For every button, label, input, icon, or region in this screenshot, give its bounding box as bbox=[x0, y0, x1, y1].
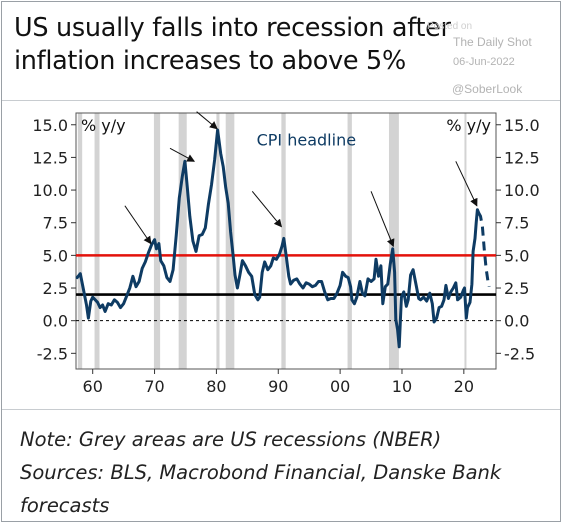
x-tick-label: 70 bbox=[144, 377, 164, 396]
watermark-ghost: Posted on bbox=[427, 21, 473, 32]
y-tick-label-left: -2.5 bbox=[37, 344, 68, 363]
title-line-1: US usually falls into recession after bbox=[14, 13, 451, 43]
chart-footer: Note: Grey areas are US recessions (NBER… bbox=[20, 423, 550, 522]
y-tick-label-left: 12.5 bbox=[32, 148, 68, 167]
cpi-line bbox=[75, 128, 480, 349]
y-unit-left: % y/y bbox=[81, 116, 126, 135]
chart-title: US usually falls into recession after in… bbox=[14, 12, 534, 78]
x-tick-label: 90 bbox=[268, 377, 288, 396]
y-tick-label-right: 0.0 bbox=[504, 312, 529, 331]
y-tick-label-right: 7.5 bbox=[504, 214, 529, 233]
y-tick-label-right: 2.5 bbox=[504, 279, 529, 298]
footer-divider bbox=[2, 409, 560, 410]
y-tick-label-right: 12.5 bbox=[504, 148, 540, 167]
footer-note: Note: Grey areas are US recessions (NBER… bbox=[20, 428, 442, 451]
watermark-date: 06-Jun-2022 bbox=[453, 56, 515, 68]
title-divider bbox=[2, 100, 560, 101]
footer-sources-1: Sources: BLS, Macrobond Financial, Dansk… bbox=[20, 461, 502, 484]
recession-band bbox=[464, 113, 467, 369]
y-tick-label-left: 15.0 bbox=[32, 116, 68, 135]
recession-band bbox=[216, 113, 220, 369]
recession-band bbox=[225, 113, 235, 369]
y-tick-label-right: 5.0 bbox=[504, 246, 529, 265]
x-tick-label: 20 bbox=[454, 377, 474, 396]
annotation-arrow bbox=[124, 205, 152, 245]
recession-band bbox=[77, 113, 83, 369]
recession-band bbox=[153, 113, 161, 369]
x-tick-label: 60 bbox=[83, 377, 103, 396]
y-tick-label-left: 10.0 bbox=[32, 181, 68, 200]
y-unit-right: % y/y bbox=[446, 116, 491, 135]
y-tick-label-right: 15.0 bbox=[504, 116, 540, 135]
recession-band bbox=[347, 113, 352, 369]
recession-band bbox=[178, 113, 187, 369]
y-tick-label-left: 5.0 bbox=[43, 246, 68, 265]
annotation-arrow bbox=[196, 111, 218, 130]
series-label: CPI headline bbox=[257, 131, 356, 150]
x-tick-label: 00 bbox=[330, 377, 350, 396]
y-tick-label-right: -2.5 bbox=[504, 344, 535, 363]
footer-sources-2: forecasts bbox=[20, 494, 110, 517]
y-tick-label-left: 0.0 bbox=[43, 312, 68, 331]
x-tick-label: 80 bbox=[206, 377, 226, 396]
title-line-2: inflation increases to above 5% bbox=[14, 46, 406, 76]
watermark-source: The Daily Shot bbox=[453, 35, 532, 49]
y-tick-label-right: 10.0 bbox=[504, 181, 540, 200]
forecast-line bbox=[477, 211, 491, 288]
y-tick-label-left: 7.5 bbox=[43, 214, 68, 233]
annotation-arrow bbox=[455, 161, 478, 207]
y-tick-label-left: 2.5 bbox=[43, 279, 68, 298]
watermark-handle: @SoberLook bbox=[452, 82, 523, 96]
recession-band bbox=[94, 113, 100, 369]
x-tick-label: 10 bbox=[392, 377, 412, 396]
annotation-arrow bbox=[169, 147, 196, 162]
annotation-arrow bbox=[251, 191, 282, 228]
plot-area bbox=[75, 112, 497, 370]
annotation-arrow bbox=[370, 191, 395, 248]
